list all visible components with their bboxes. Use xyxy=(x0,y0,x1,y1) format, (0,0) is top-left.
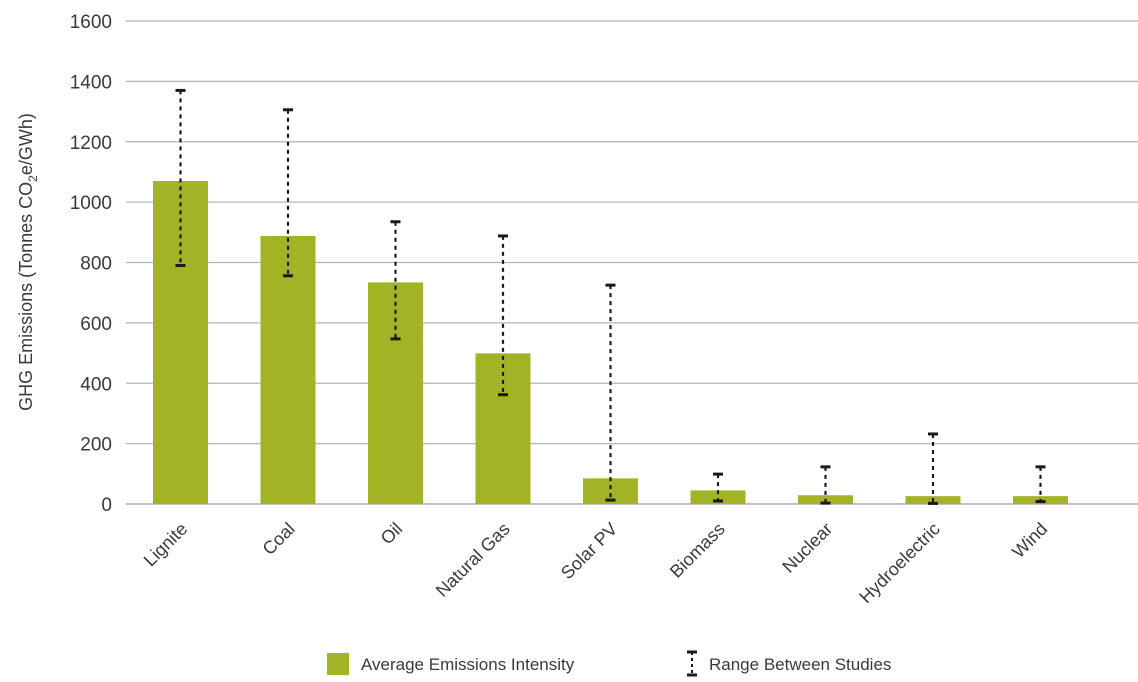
error-bar xyxy=(283,108,293,278)
error-bar xyxy=(498,234,508,397)
legend-range-icon xyxy=(687,650,697,677)
x-tick-label: Coal xyxy=(259,519,299,559)
error-bar xyxy=(1035,465,1046,504)
bar xyxy=(690,490,746,504)
x-tick-label: Natural Gas xyxy=(432,519,514,601)
y-tick-label: 200 xyxy=(80,435,112,456)
y-tick-label: 1400 xyxy=(70,72,112,93)
error-bar xyxy=(175,88,186,268)
y-tick-label: 1000 xyxy=(70,193,112,214)
legend-bar-label: Average Emissions Intensity xyxy=(361,655,575,674)
error-bar xyxy=(713,472,723,503)
error-bars xyxy=(175,88,1046,505)
error-bar xyxy=(605,283,616,502)
error-bar xyxy=(390,220,401,341)
bar xyxy=(475,353,531,504)
legend-bar-swatch xyxy=(327,653,349,675)
y-axis-title-main: GHG Emissions (Tonnes CO xyxy=(16,182,36,411)
y-axis-title: GHG Emissions (Tonnes CO2e/GWh) xyxy=(16,113,40,411)
y-tick-label: 800 xyxy=(80,254,112,275)
y-axis-title-subscript: 2 xyxy=(26,175,40,182)
y-tick-label: 600 xyxy=(80,314,112,335)
y-tick-label: 0 xyxy=(101,495,112,516)
x-tick-label: Lignite xyxy=(140,519,192,571)
x-tick-label: Hydroelectric xyxy=(855,519,943,607)
legend-range-label: Range Between Studies xyxy=(709,655,891,674)
x-tick-label: Nuclear xyxy=(778,519,836,577)
x-tick-label: Biomass xyxy=(666,519,729,582)
x-tick-label: Oil xyxy=(377,519,407,549)
y-axis-ticks: 0 200 400 600 800 1000 1200 1400 1600 xyxy=(70,12,112,516)
x-axis-labels: Lignite Coal Oil Natural Gas Solar PV Biomass… xyxy=(140,519,1052,607)
y-tick-label: 1200 xyxy=(70,133,112,154)
error-bar xyxy=(820,465,831,505)
bar xyxy=(368,282,423,504)
bar xyxy=(260,235,316,504)
y-tick-label: 400 xyxy=(80,374,112,395)
error-bar xyxy=(928,432,938,505)
y-tick-label: 1600 xyxy=(70,12,112,33)
legend: Average Emissions Intensity Range Betwee… xyxy=(327,650,891,677)
x-tick-label: Solar PV xyxy=(557,519,621,583)
y-axis-title-tail: e/GWh) xyxy=(16,113,36,175)
x-tick-label: Wind xyxy=(1008,519,1051,562)
